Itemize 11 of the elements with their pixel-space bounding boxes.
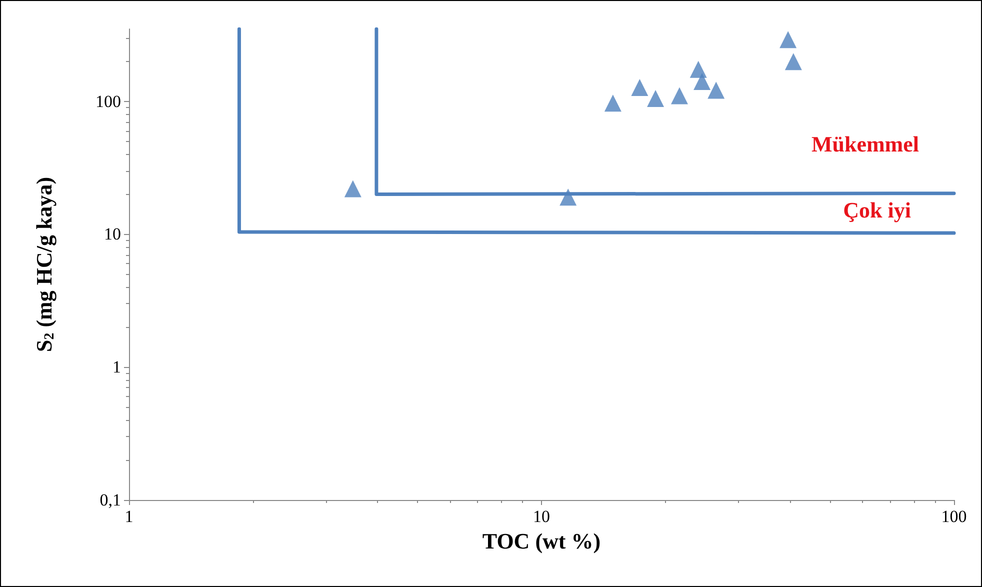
x-tick-label: 10: [533, 507, 550, 526]
x-tick-label: 1: [124, 507, 134, 526]
annotation: Çok iyi: [843, 198, 912, 222]
y-tick-label: 100: [96, 92, 121, 111]
y-tick-label: 0,1: [100, 490, 121, 510]
y-tick-label: 10: [104, 224, 121, 244]
x-tick-label: 100: [941, 507, 967, 526]
y-tick-label: 1: [112, 358, 121, 377]
y-axis-title: S2 (mg HC/g kaya): [32, 176, 58, 352]
annotation: Mükemmel: [811, 132, 919, 156]
x-axis-title: TOC (wt %): [482, 528, 601, 554]
